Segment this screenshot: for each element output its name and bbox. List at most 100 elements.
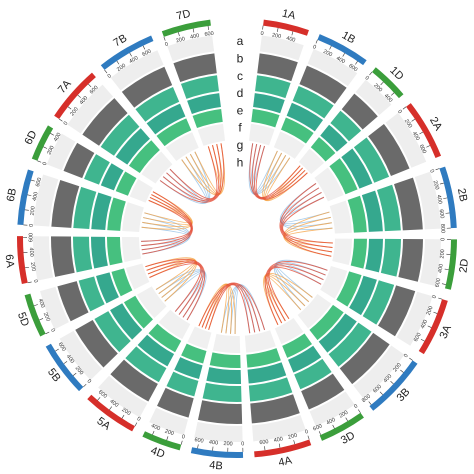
- tick-mark: [307, 435, 310, 440]
- line-track: [122, 202, 144, 233]
- tick-label: 200: [322, 49, 333, 58]
- heatmap-track: [100, 114, 140, 156]
- marker-track: [368, 123, 410, 176]
- tick-label: 600: [312, 423, 323, 432]
- link: [280, 187, 333, 253]
- marker-track: [57, 281, 89, 322]
- tick-label: 400: [32, 191, 40, 201]
- tick-label: 0: [428, 169, 435, 174]
- heatmap-track: [310, 137, 336, 162]
- tick-mark: [72, 372, 77, 376]
- tick-mark: [43, 146, 48, 149]
- heatmap-track: [135, 87, 180, 122]
- heatmap-track: [320, 124, 348, 152]
- tick-mark: [197, 444, 199, 449]
- tick-label: 600: [372, 384, 383, 395]
- chromosome-label: 3B: [395, 386, 413, 404]
- heatmap-track: [287, 345, 322, 373]
- tick-mark: [134, 422, 138, 427]
- tick-label: 200: [30, 206, 37, 216]
- tick-mark: [277, 27, 279, 32]
- chromosome-ideogram: [17, 169, 34, 225]
- heatmap-track: [286, 102, 324, 132]
- tick-label: 400: [411, 131, 421, 142]
- line-track: [187, 326, 212, 350]
- marker-track: [121, 66, 173, 108]
- tick-label: 400: [383, 93, 394, 104]
- tick-label: 200: [223, 441, 232, 447]
- tick-label: 0: [29, 224, 35, 227]
- marker-track: [250, 394, 300, 424]
- tick-mark: [441, 283, 446, 285]
- tick-label: 400: [150, 423, 161, 432]
- tick-label: 400: [335, 55, 346, 65]
- tick-label: 400: [273, 436, 283, 444]
- heatmap-track: [282, 333, 313, 358]
- tick-label: 400: [383, 373, 394, 384]
- heatmap-track: [206, 367, 242, 384]
- tick-mark: [207, 25, 209, 30]
- marker-track: [394, 177, 423, 231]
- tick-mark: [315, 39, 318, 44]
- chromosome-label: 1A: [281, 7, 297, 22]
- tick-label: 600: [194, 437, 204, 445]
- density-track: [67, 84, 114, 134]
- track-label: b: [237, 51, 244, 65]
- tick-mark: [438, 297, 443, 300]
- tick-label: 200: [403, 118, 413, 129]
- track-label: h: [237, 155, 244, 169]
- tick-mark: [104, 69, 108, 74]
- tick-label: 600: [89, 85, 100, 96]
- density-track: [307, 48, 358, 87]
- tick-mark: [88, 83, 92, 88]
- chromosome-ideogram: [317, 34, 367, 66]
- line-track: [165, 132, 199, 162]
- chromosome-ideogram: [263, 19, 309, 36]
- chromosome-label: 1B: [340, 29, 358, 46]
- tick-label: 0: [260, 31, 264, 37]
- heatmap-track: [148, 323, 182, 353]
- tick-label: 200: [338, 410, 349, 420]
- density-track: [353, 345, 405, 399]
- heatmap-track: [361, 190, 383, 232]
- tick-mark: [435, 168, 440, 171]
- heatmap-track: [336, 271, 362, 307]
- tick-mark: [152, 430, 155, 435]
- tick-label: 400: [420, 319, 429, 330]
- track-label: c: [237, 69, 243, 83]
- chromosome-ideogram: [254, 439, 312, 458]
- tick-mark: [391, 92, 395, 96]
- tick-mark: [329, 45, 332, 50]
- tick-mark: [180, 440, 183, 445]
- heatmap-track: [73, 236, 93, 273]
- heatmap-track: [174, 357, 203, 379]
- tick-label: 200: [287, 433, 297, 441]
- chromosome-ideogram: [369, 360, 418, 411]
- tick-label: 0: [107, 73, 113, 80]
- tick-mark: [109, 406, 113, 410]
- line-track: [320, 266, 348, 299]
- density-track: [194, 421, 243, 443]
- track-label: e: [237, 103, 244, 117]
- heatmap-track: [78, 276, 105, 312]
- heatmap-track: [115, 128, 150, 165]
- tick-label: 400: [435, 194, 443, 204]
- chromosome-label: 3D: [339, 430, 357, 447]
- chromosome-ideogram: [16, 236, 28, 285]
- heatmap-track: [180, 75, 219, 99]
- heatmap-track: [107, 236, 123, 266]
- tick-mark: [116, 60, 120, 65]
- tick-label: 200: [392, 362, 402, 373]
- tick-label: 0: [432, 295, 439, 300]
- tick-mark: [30, 179, 35, 182]
- tick-label: 600: [438, 209, 445, 219]
- tick-mark: [33, 304, 38, 307]
- tick-label: 200: [46, 145, 55, 156]
- heatmap-track: [329, 158, 358, 195]
- line-track: [129, 179, 153, 203]
- tick-mark: [39, 318, 44, 321]
- marker-track: [257, 53, 298, 82]
- tick-label: 200: [175, 36, 185, 44]
- tick-label: 0: [353, 403, 359, 410]
- marker-track: [157, 387, 194, 418]
